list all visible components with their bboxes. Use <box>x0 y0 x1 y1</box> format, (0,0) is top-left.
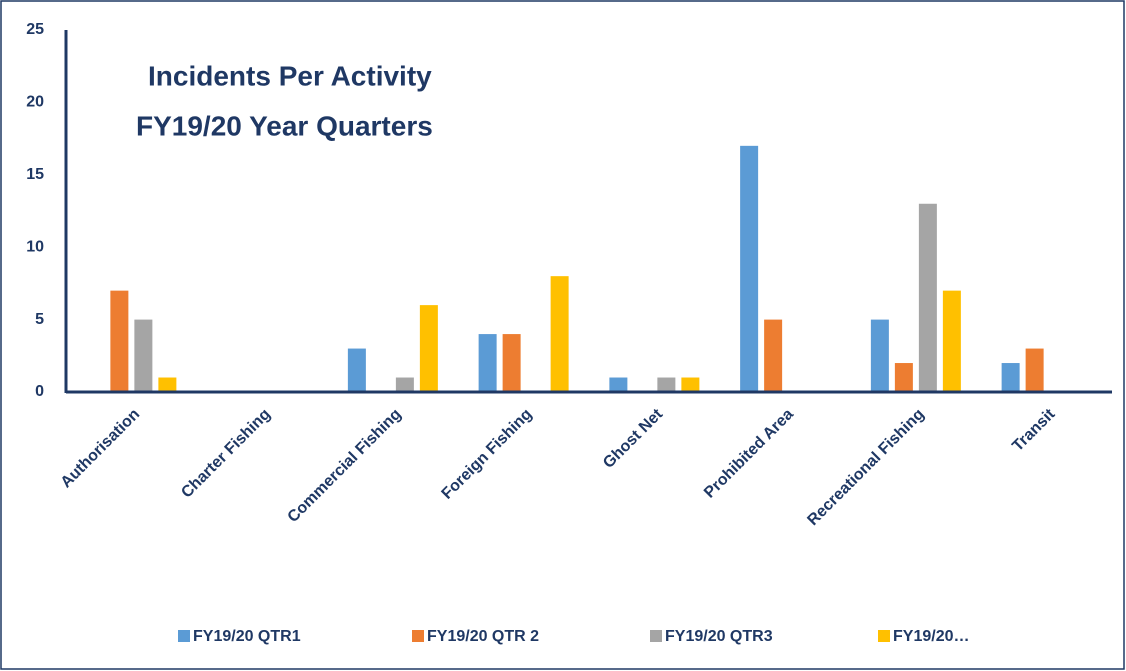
bar <box>550 276 569 392</box>
bar <box>502 334 521 392</box>
bar <box>681 377 700 392</box>
bar <box>609 377 628 392</box>
bar <box>870 319 889 392</box>
bar <box>764 319 783 392</box>
bar <box>395 377 414 392</box>
chart-title: Incidents Per Activity <box>148 60 432 91</box>
chart-title: FY19/20 Year Quarters <box>136 110 433 141</box>
bar <box>419 305 438 392</box>
bar <box>894 363 913 392</box>
bar <box>942 290 961 392</box>
y-tick-label: 15 <box>26 166 44 183</box>
bar <box>478 334 497 392</box>
legend-swatch <box>178 630 190 642</box>
y-tick-label: 25 <box>26 21 44 38</box>
legend-label: FY19/20 QTR1 <box>193 628 301 645</box>
legend-swatch <box>878 630 890 642</box>
legend-swatch <box>412 630 424 642</box>
bar <box>918 203 937 392</box>
legend-label: FY19/20… <box>893 628 969 645</box>
legend-label: FY19/20 QTR 2 <box>427 628 539 645</box>
bar <box>657 377 676 392</box>
bar <box>347 348 366 392</box>
bar <box>1001 363 1020 392</box>
legend-label: FY19/20 QTR3 <box>665 628 773 645</box>
y-tick-label: 5 <box>35 311 44 328</box>
bar <box>110 290 129 392</box>
bar <box>134 319 153 392</box>
legend-swatch <box>650 630 662 642</box>
y-tick-label: 10 <box>26 238 44 255</box>
bar <box>158 377 177 392</box>
bar <box>740 145 759 392</box>
y-tick-label: 20 <box>26 94 44 111</box>
y-tick-label: 0 <box>35 383 44 400</box>
bar <box>1025 348 1044 392</box>
